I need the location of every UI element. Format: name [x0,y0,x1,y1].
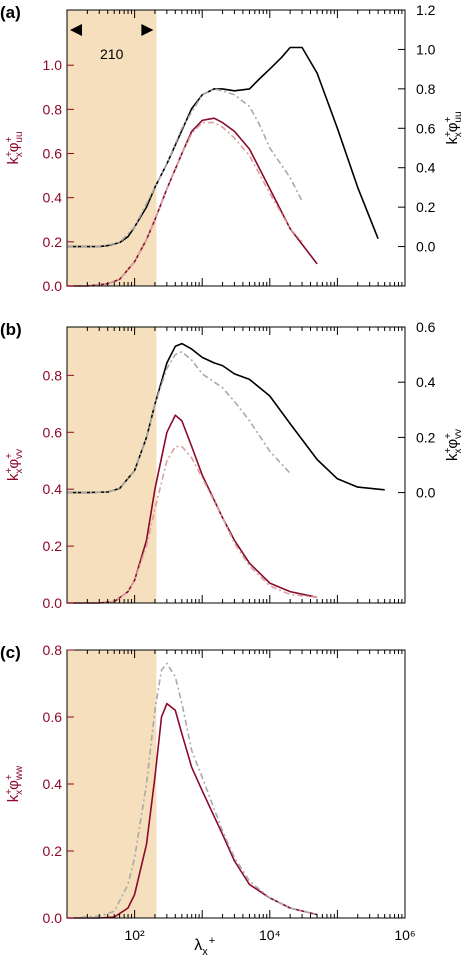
axis-label-part: φ [5,459,22,469]
right-tick-label: 0.2 [416,429,436,445]
axis-label-part: vv [14,449,25,459]
right-axis-label: k+xφ+uu [443,111,464,144]
axis-label-part: x [14,469,25,474]
right-tick-label: 0.4 [416,160,436,176]
left-tick-label: 0.4 [43,776,63,792]
axis-label-part: uu [14,131,25,142]
axis-label-part: x [453,449,464,454]
axis-label-part: k [444,453,461,461]
panel-label: (c) [0,643,21,662]
axis-label-part: + [4,789,15,795]
x-axis-label: λx+ [194,935,215,958]
panel-2: 0.00.20.40.60.80.00.20.40.6(b)k+xφ+vv k+x… [0,319,464,611]
left-arrow-icon [70,24,82,36]
right-tick-label: 0.0 [416,485,436,501]
axis-label-part: + [4,136,15,142]
panel-label: (a) [0,3,21,22]
x-axis-label-part: x [202,946,208,958]
series-line-1 [67,342,385,494]
left-tick-label: 1.0 [43,57,63,73]
axis-label-part: x [14,790,25,795]
series-line-2 [67,88,303,248]
axis-label-part: φ [444,439,461,449]
right-tick-label: 0.6 [416,319,436,335]
right-tick-label: 0.6 [416,120,436,136]
series-line-1 [67,702,318,919]
x-tick-label: 10² [124,927,145,943]
axis-label-part: + [443,433,454,439]
left-tick-label: 0.6 [43,146,63,162]
left-tick-label: 0.4 [43,481,63,497]
axis-label-part: + [4,467,15,473]
axis-label-part: vv [453,429,464,439]
left-tick-label: 0.8 [43,642,63,658]
annotation-text: 210 [100,46,124,62]
left-tick-label: 0.6 [43,709,63,725]
series-line-4 [67,121,303,287]
panel-1: 0.0 0.2 0.4 0.6 0.8 1.0 0.0 0.2 0.4 0.6 0.8 1.0 1.2 (… [0,2,464,294]
left-tick-label: 0.2 [43,538,63,554]
axis-label-part: uu [453,111,464,122]
right-tick-label: 0.2 [416,199,436,215]
left-tick-label: 0.8 [43,101,63,117]
axis-label-part: + [443,116,454,122]
axis-label-part: + [4,774,15,780]
axis-label-part: x [453,132,464,137]
left-tick-label: 0.8 [43,367,63,383]
panel-3: 0.00.20.40.60.8(c)k+xφ+ww [0,642,406,926]
shaded-region [67,10,157,286]
x-tick-label: 10⁶ [394,927,415,943]
left-axis-label: k+xφ+uu [4,131,25,164]
axis-label-part: + [4,151,15,157]
right-tick-label: 0.8 [416,81,436,97]
left-tick-label: 0.6 [43,424,63,440]
plot-frame [66,326,406,604]
right-tick-label: 0.4 [416,374,436,390]
axis-label-part: φ [5,780,22,790]
panel-label: (b) [0,320,22,339]
axis-label-part: k [444,137,461,145]
x-axis-label-part: λ [194,937,202,954]
axis-label-part: k [5,473,22,481]
left-axis-label: k+xφ+vv [4,449,25,481]
axis-label-part: ww [14,765,25,781]
right-arrow-icon [141,24,154,36]
x-axis-label-part: + [209,935,215,947]
left-axis-label: k+xφ+ww [4,765,25,802]
left-tick-label: 0.0 [43,278,63,294]
axis-label-part: k [5,794,22,802]
right-axis-label: k+xφ+vv [443,429,464,461]
right-tick-label: 1.2 [416,2,436,18]
series-line-2 [67,351,291,494]
axis-label-part: x [14,152,25,157]
left-tick-label: 0.0 [43,595,63,611]
axis-label-part: k [5,157,22,165]
axis-label-part: + [443,447,454,453]
left-tick-label: 0.4 [43,190,63,206]
plot-frame [66,9,406,287]
axis-label-part: + [4,453,15,459]
x-tick-label: 10⁴ [259,927,281,943]
axis-label-part: + [443,131,454,137]
left-tick-label: 0.2 [43,843,63,859]
series-line-4 [67,445,318,604]
left-tick-label: 0.2 [43,234,63,250]
right-tick-label: 1.0 [416,41,436,57]
shaded-region [67,327,157,603]
left-tick-label: 0.0 [43,910,63,926]
axis-label-part: φ [444,122,461,132]
axis-label-part: φ [5,142,22,152]
shaded-region [67,650,157,918]
right-tick-label: 0.0 [416,239,436,255]
